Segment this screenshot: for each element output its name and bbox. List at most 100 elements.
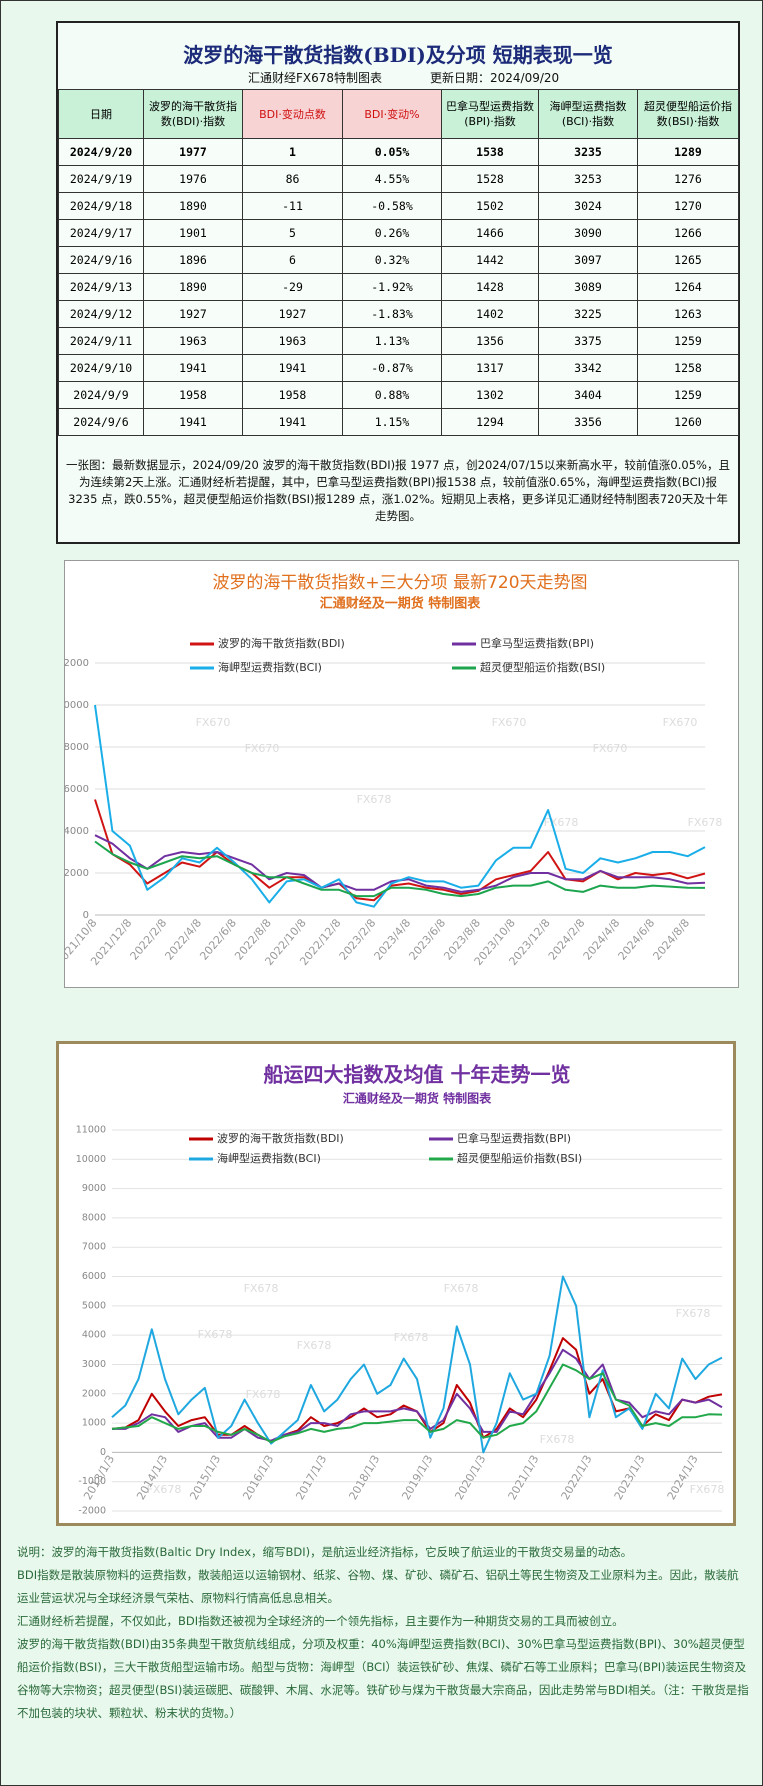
watermark: FX670 xyxy=(196,716,231,729)
table-cell: 1958 xyxy=(242,381,343,409)
summary-text: 一张图：最新数据显示，2024/09/20 波罗的海干散货指数(BDI)报 19… xyxy=(66,458,730,523)
table-cell: 1276 xyxy=(637,165,739,193)
table-cell: 1260 xyxy=(637,408,739,436)
legend-label: 超灵便型船运价指数(BSI) xyxy=(480,660,605,674)
table-cell: 2024/9/17 xyxy=(58,219,144,247)
watermark: FX678 xyxy=(297,1339,332,1352)
table-cell: 2024/9/18 xyxy=(58,192,144,220)
summary-table-panel: 波罗的海干散货指数(BDI)及分项 短期表现一览 汇通财经FX678特制图表 更… xyxy=(56,21,740,544)
x-tick-label: 2021/1/3 xyxy=(506,1453,542,1502)
table-cell: 1901 xyxy=(143,219,243,247)
watermark: FX678 xyxy=(444,1282,479,1295)
table-cell: 4.55% xyxy=(342,165,442,193)
table-cell: 1528 xyxy=(441,165,539,193)
table-cell: 0.32% xyxy=(342,246,442,274)
note-paragraph: 汇通财经析若提醒，不仅如此，BDI指数还被视为全球经济的一个领先指标，且主要作为… xyxy=(17,1614,624,1628)
column-header: BDI·变动点数 xyxy=(242,89,343,139)
table-row: 2024/9/12 1927 1927 -1.83% 1402 3225 1263 xyxy=(58,300,739,328)
table-cell: -1.83% xyxy=(342,300,442,328)
watermark: FX678 xyxy=(540,1433,575,1446)
series-line xyxy=(112,1348,723,1442)
y-tick-label: 11000 xyxy=(76,1125,106,1136)
column-header: BDI·变动% xyxy=(342,89,442,139)
table-cell: 1941 xyxy=(242,408,343,436)
x-tick-label: 2020/1/3 xyxy=(453,1453,489,1502)
watermark: FX678 xyxy=(544,816,579,829)
table-cell: 2024/9/20 xyxy=(58,138,144,166)
column-header: 日期 xyxy=(58,89,144,139)
watermark: FX670 xyxy=(593,742,628,755)
table-cell: 1259 xyxy=(637,381,739,409)
table-cell: 1 xyxy=(242,138,343,166)
notes: 说明：波罗的海干散货指数(Baltic Dry Index，缩写BDI)，是航运… xyxy=(17,1541,749,1725)
series-line xyxy=(94,840,706,898)
table-cell: 1356 xyxy=(441,327,539,355)
table-cell: 2024/9/13 xyxy=(58,273,144,301)
table-body: 2024/9/20 1977 1 0.05% 1538 3235 1289 2024/9/19… xyxy=(58,138,739,436)
watermark: FX670 xyxy=(492,716,527,729)
column-header: 海岬型运费指数(BCI)·指数 xyxy=(538,89,638,139)
series-line xyxy=(111,1363,723,1444)
table-cell: 6 xyxy=(242,246,343,274)
column-header: 巴拿马型运费指数(BPI)·指数 xyxy=(441,89,539,139)
watermark: FX678 xyxy=(394,1331,429,1344)
chart-title: 波罗的海干散货指数+三大分项 最新720天走势图 xyxy=(212,573,587,593)
table-cell: 2024/9/11 xyxy=(58,327,144,355)
table-source: 汇通财经FX678特制图表 xyxy=(248,71,383,85)
note-paragraph: 波罗的海干散货指数(BDI)由35条典型干散货航线组成，分项及权重：40%海岬型… xyxy=(17,1637,749,1720)
table-row: 2024/9/13 1890 -29 -1.92% 1428 3089 1264 xyxy=(58,273,739,301)
watermark: FX678 xyxy=(676,1307,711,1320)
watermark: FX678 xyxy=(246,1388,281,1401)
y-tick-label: 12000 xyxy=(64,658,89,669)
table-cell: 1890 xyxy=(143,192,243,220)
table-cell: -1.92% xyxy=(342,273,442,301)
note-paragraph: 说明：波罗的海干散货指数(Baltic Dry Index，缩写BDI)，是航运… xyxy=(17,1545,633,1559)
table-cell: 2024/9/16 xyxy=(58,246,144,274)
note-paragraph: BDI指数是散装原物料的运费指数，散装船运以运输钢材、纸浆、谷物、煤、矿砂、磷矿… xyxy=(17,1568,739,1605)
x-tick-label: 2023/1/3 xyxy=(612,1453,648,1502)
legend-label: 巴拿马型运费指数(BPI) xyxy=(480,636,594,650)
table-cell: 1963 xyxy=(143,327,243,355)
table-cell: 1266 xyxy=(637,219,739,247)
column-header: 波罗的海干散货指数(BDI)·指数 xyxy=(143,89,243,139)
y-tick-label: 9000 xyxy=(82,1183,106,1194)
table-cell: 0.88% xyxy=(342,381,442,409)
table-cell: 1927 xyxy=(143,300,243,328)
table-cell: 3225 xyxy=(538,300,638,328)
table-cell: 1941 xyxy=(242,354,343,382)
table-cell: 3356 xyxy=(538,408,638,436)
table-cell: 0.05% xyxy=(342,138,442,166)
watermark: FX678 xyxy=(357,793,392,806)
table-cell: 3024 xyxy=(538,192,638,220)
y-tick-label: 8000 xyxy=(82,1212,106,1223)
table-cell: 1258 xyxy=(637,354,739,382)
watermark: FX678 xyxy=(147,1483,182,1496)
table-row: 2024/9/17 1901 5 0.26% 1466 3090 1266 xyxy=(58,219,739,247)
table-cell: 1.13% xyxy=(342,327,442,355)
table-cell: 1977 xyxy=(143,138,243,166)
x-tick-label: 2022/1/3 xyxy=(559,1453,595,1502)
table-cell: 1963 xyxy=(242,327,343,355)
table-cell: 1941 xyxy=(143,354,243,382)
table-cell: 5 xyxy=(242,219,343,247)
watermark: FX670 xyxy=(245,742,280,755)
x-tick-label: 2015/1/3 xyxy=(187,1453,223,1502)
table-row: 2024/9/19 1976 86 4.55% 1528 3253 1276 xyxy=(58,165,739,193)
table-cell: 3235 xyxy=(538,138,638,166)
y-tick-label: 6000 xyxy=(82,1271,106,1282)
y-tick-label: 0 xyxy=(83,910,89,921)
table-cell: 1302 xyxy=(441,381,539,409)
y-tick-label: 2000 xyxy=(64,868,89,879)
x-tick-label: 2018/1/3 xyxy=(346,1453,382,1502)
series-line xyxy=(111,1275,723,1454)
x-tick-label: 2017/1/3 xyxy=(293,1453,329,1502)
y-tick-label: -2000 xyxy=(78,1506,106,1517)
y-tick-label: 1000 xyxy=(82,1418,106,1429)
table-cell: 3097 xyxy=(538,246,638,274)
table-cell: 2024/9/10 xyxy=(58,354,144,382)
table-cell: 3342 xyxy=(538,354,638,382)
table-cell: 3089 xyxy=(538,273,638,301)
table-cell: 1442 xyxy=(441,246,539,274)
